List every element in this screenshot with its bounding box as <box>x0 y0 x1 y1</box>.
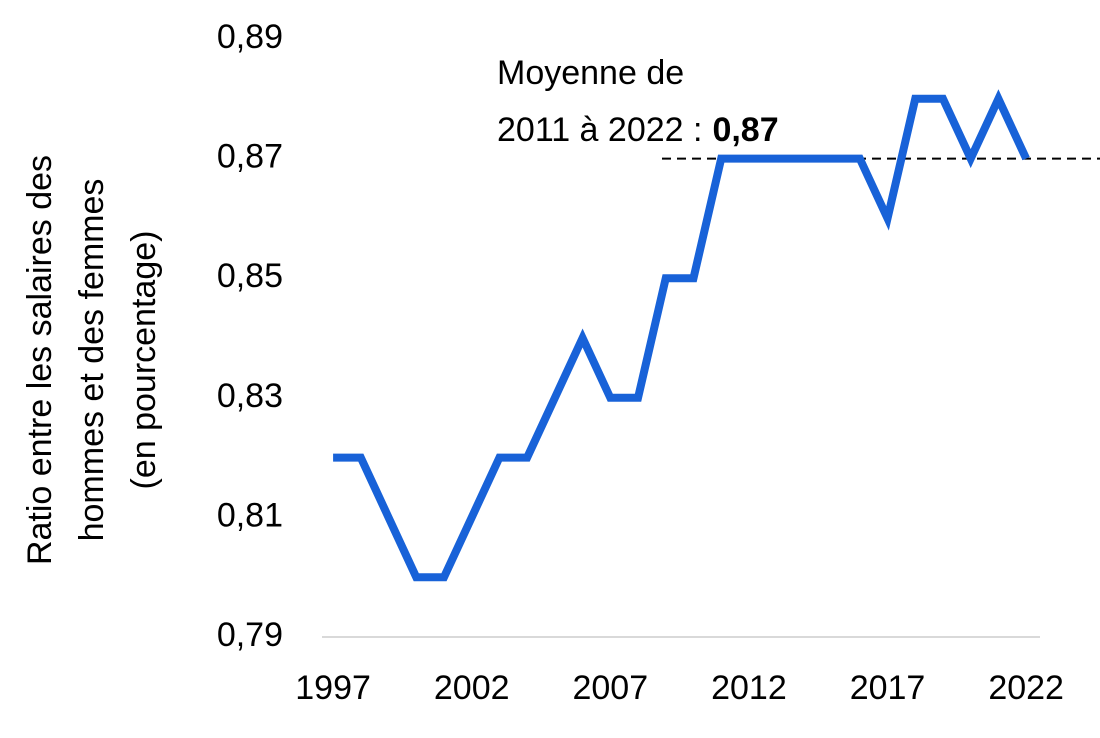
y-axis-label: hommes et des femmes <box>73 179 111 542</box>
x-tick-label: 1997 <box>295 669 371 707</box>
x-tick-label: 2007 <box>572 669 648 707</box>
y-tick-label: 0,81 <box>217 496 283 534</box>
average-annotation: 2011 à 2022 : <box>497 111 702 149</box>
y-tick-label: 0,79 <box>217 616 283 654</box>
y-tick-label: 0,85 <box>217 257 283 295</box>
x-tick-label: 2002 <box>434 669 510 707</box>
x-tick-label: 2017 <box>850 669 926 707</box>
x-tick-label: 2022 <box>988 669 1064 707</box>
average-value-label: 0,87 <box>712 111 778 149</box>
average-annotation: 2011 à 2022 : 0,87 <box>497 111 779 149</box>
y-tick-label: 0,83 <box>217 377 283 415</box>
average-annotation: Moyenne de <box>497 54 684 92</box>
y-tick-label: 0,89 <box>217 18 283 56</box>
data-line <box>333 89 1030 582</box>
y-axis-label: (en pourcentage) <box>125 231 163 490</box>
x-tick-label: 2012 <box>711 669 787 707</box>
y-tick-label: 0,87 <box>217 138 283 176</box>
y-axis-label: Ratio entre les salaires des <box>21 155 59 565</box>
